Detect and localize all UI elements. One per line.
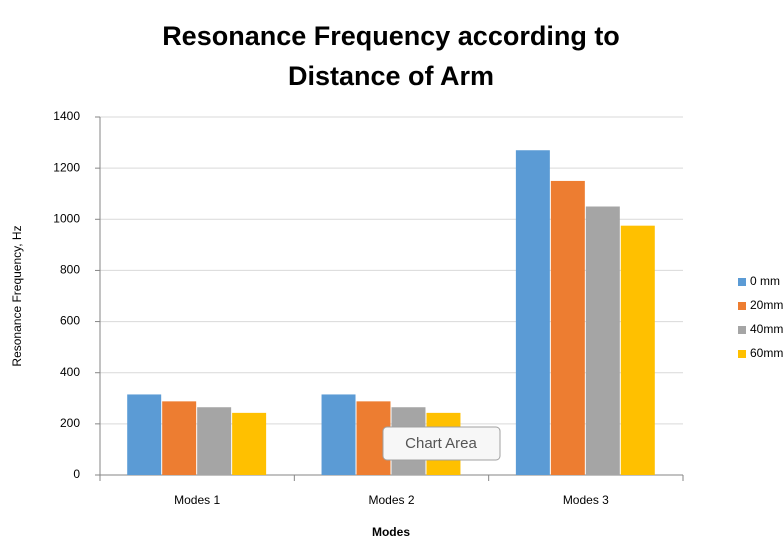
legend-label: 40mm — [750, 322, 783, 336]
legend-label: 60mm — [750, 346, 783, 360]
bar — [515, 150, 550, 475]
tooltip: Chart Area — [382, 426, 501, 461]
y-tick-label: 1200 — [53, 160, 80, 174]
bar — [550, 180, 585, 475]
y-tick-label: 800 — [60, 263, 80, 277]
bar — [162, 401, 197, 475]
chart-title: Resonance Frequency according to — [162, 21, 620, 51]
x-axis-title: Modes — [372, 525, 410, 539]
y-tick-label: 600 — [60, 314, 80, 328]
legend-label: 0 mm — [750, 274, 780, 288]
tooltip-box — [382, 426, 501, 461]
tooltip-text: Chart Area — [405, 435, 477, 452]
chart-title: Distance of Arm — [288, 61, 494, 91]
y-tick-label: 0 — [73, 467, 80, 481]
plot-area: 0 200 400 600 800 1000 1200 1400 Modes 1 Modes 2 M… — [53, 109, 684, 507]
bar — [232, 412, 267, 475]
y-tick-label: 200 — [60, 416, 80, 430]
legend-swatch — [738, 302, 746, 310]
x-tick-label: Modes 2 — [368, 493, 414, 507]
bar — [585, 206, 620, 475]
bar — [197, 407, 232, 475]
x-tick-label: Modes 1 — [174, 493, 220, 507]
x-tick-label: Modes 3 — [563, 493, 609, 507]
legend-label: 20mm — [750, 298, 783, 312]
y-tick-label: 400 — [60, 365, 80, 379]
legend-swatch — [738, 326, 746, 334]
y-tick-label: 1400 — [53, 109, 80, 123]
bar — [321, 394, 356, 475]
legend: 0 mm 20mm 40mm 60mm — [738, 274, 783, 360]
legend-swatch — [738, 350, 746, 358]
bar — [620, 225, 655, 475]
bar — [127, 394, 162, 475]
legend-swatch — [738, 278, 746, 286]
y-axis-title: Resonance Frequency, Hz — [10, 225, 24, 366]
y-tick-label: 1000 — [53, 211, 80, 225]
